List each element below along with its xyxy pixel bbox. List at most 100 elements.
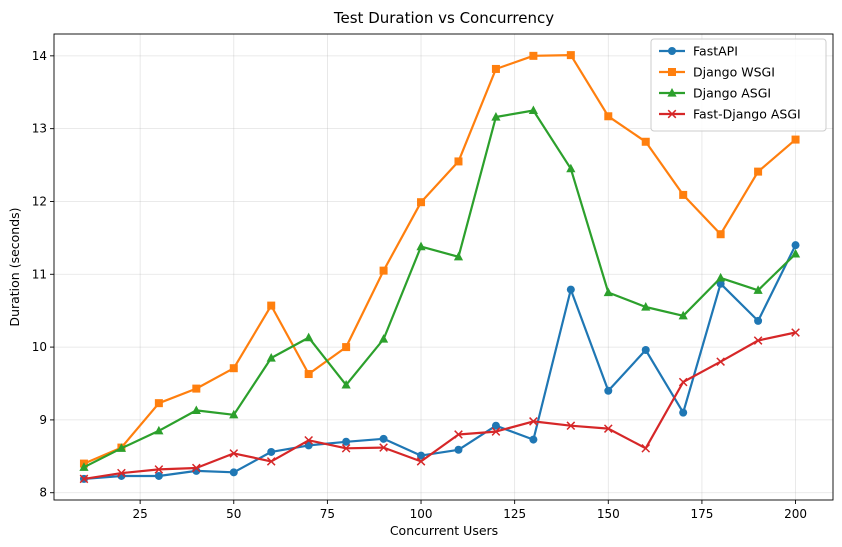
data-point bbox=[79, 474, 89, 484]
x-tick-label: 175 bbox=[690, 507, 713, 521]
data-point bbox=[304, 370, 313, 379]
data-point bbox=[379, 266, 388, 275]
data-point bbox=[229, 409, 239, 419]
y-tick-label: 13 bbox=[32, 122, 47, 136]
legend-label: Django WSGI bbox=[693, 65, 775, 80]
data-point bbox=[342, 437, 351, 446]
data-point bbox=[416, 457, 426, 466]
data-point bbox=[304, 332, 314, 342]
data-point bbox=[679, 190, 688, 199]
data-point bbox=[529, 435, 538, 444]
data-point bbox=[154, 465, 164, 474]
data-point bbox=[191, 405, 201, 415]
data-point bbox=[529, 417, 538, 426]
series-group bbox=[79, 105, 801, 471]
y-tick-label: 8 bbox=[39, 486, 47, 500]
data-point bbox=[453, 251, 464, 261]
series-line bbox=[83, 53, 797, 465]
data-point bbox=[716, 357, 725, 366]
data-point bbox=[791, 135, 800, 144]
x-tick-label: 150 bbox=[597, 507, 620, 521]
axis-ticks: 25 50 75 100 125 150 175 200 8 9 10 11 12 13 14 bbox=[32, 49, 807, 521]
y-tick-label: 14 bbox=[32, 49, 47, 63]
x-tick-label: 125 bbox=[503, 507, 526, 521]
x-axis-label: Concurrent Users bbox=[390, 523, 498, 538]
x-tick-label: 75 bbox=[320, 507, 335, 521]
data-point bbox=[754, 167, 763, 176]
y-axis-label: Duration (seconds) bbox=[7, 207, 22, 326]
data-point bbox=[753, 285, 763, 294]
data-point bbox=[229, 449, 239, 458]
data-point bbox=[417, 198, 426, 207]
axes-frame bbox=[53, 33, 834, 501]
legend-marker bbox=[668, 47, 676, 55]
x-tick-label: 200 bbox=[784, 507, 807, 521]
data-point bbox=[417, 451, 426, 460]
data-point bbox=[754, 316, 763, 325]
data-point bbox=[79, 462, 89, 471]
data-point bbox=[379, 443, 388, 452]
data-point bbox=[116, 443, 127, 452]
data-point bbox=[192, 384, 201, 393]
data-point bbox=[603, 287, 613, 297]
data-point bbox=[454, 157, 463, 166]
data-point bbox=[678, 377, 688, 387]
data-point bbox=[641, 346, 650, 355]
data-point bbox=[191, 463, 201, 473]
x-tick-label: 100 bbox=[410, 507, 433, 521]
data-point bbox=[566, 285, 575, 294]
data-point bbox=[529, 51, 538, 60]
data-point bbox=[679, 408, 688, 417]
data-point bbox=[641, 137, 650, 146]
data-point bbox=[566, 163, 576, 173]
data-point bbox=[716, 272, 726, 282]
series-line bbox=[83, 331, 796, 480]
data-point bbox=[154, 399, 163, 408]
y-tick-label: 12 bbox=[32, 194, 47, 208]
data-point bbox=[416, 241, 426, 251]
x-tick-label: 25 bbox=[132, 507, 147, 521]
legend-label: Django ASGI bbox=[693, 86, 771, 101]
legend: FastAPI Django WSGI Django ASGI Fast-Django… bbox=[650, 38, 827, 132]
data-point bbox=[154, 425, 164, 435]
data-point bbox=[566, 51, 575, 60]
legend-label: Fast-Django ASGI bbox=[693, 107, 801, 122]
legend-marker bbox=[668, 68, 676, 76]
data-point bbox=[604, 112, 613, 121]
data-point bbox=[528, 105, 538, 115]
data-point bbox=[379, 434, 388, 443]
series-line bbox=[83, 244, 797, 480]
legend-box bbox=[650, 38, 827, 132]
data-point bbox=[304, 435, 314, 445]
data-point bbox=[491, 112, 501, 121]
data-point bbox=[791, 241, 800, 250]
data-point bbox=[491, 64, 500, 73]
data-point bbox=[341, 379, 351, 389]
y-tick-label: 11 bbox=[32, 267, 47, 281]
data-point bbox=[491, 427, 501, 436]
data-point bbox=[641, 443, 651, 453]
y-tick-label: 10 bbox=[32, 340, 47, 354]
data-point bbox=[678, 310, 688, 320]
chart-title: Test Duration vs Concurrency bbox=[333, 9, 554, 27]
data-point bbox=[378, 334, 389, 343]
data-point bbox=[716, 279, 725, 288]
y-tick-label: 9 bbox=[39, 413, 47, 427]
data-point bbox=[753, 336, 763, 345]
data-point bbox=[791, 328, 800, 337]
data-point bbox=[266, 353, 276, 362]
data-point bbox=[454, 445, 463, 454]
legend-label: FastAPI bbox=[693, 44, 738, 59]
data-point bbox=[267, 447, 276, 456]
data-point bbox=[267, 301, 276, 310]
series-line bbox=[83, 109, 797, 469]
legend-marker bbox=[667, 109, 677, 119]
data-point bbox=[716, 230, 725, 239]
legend-marker bbox=[667, 88, 677, 97]
data-point bbox=[454, 430, 463, 439]
data-point bbox=[566, 421, 576, 431]
data-point bbox=[304, 441, 313, 450]
data-point bbox=[491, 421, 500, 430]
data-point bbox=[229, 468, 238, 477]
